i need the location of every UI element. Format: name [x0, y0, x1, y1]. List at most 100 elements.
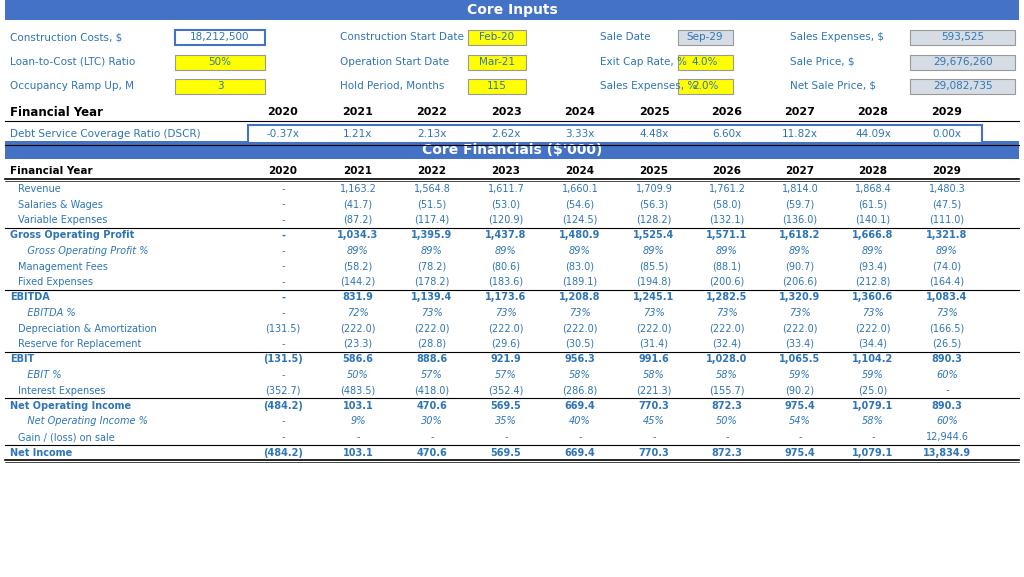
Text: 1,761.2: 1,761.2	[709, 184, 745, 194]
Text: 29,082,735: 29,082,735	[933, 81, 993, 91]
Text: (29.6): (29.6)	[492, 339, 520, 349]
Text: 975.4: 975.4	[784, 448, 815, 458]
Text: -: -	[282, 339, 285, 349]
Bar	[5, 141, 1019, 159]
Text: 470.6: 470.6	[417, 448, 447, 458]
Text: 1.21x: 1.21x	[343, 129, 373, 139]
Text: 35%: 35%	[496, 417, 517, 426]
Text: (56.3): (56.3)	[639, 200, 669, 209]
Text: -: -	[504, 432, 508, 442]
Bar	[678, 54, 733, 69]
Text: 1,320.9: 1,320.9	[779, 293, 820, 302]
Text: Interest Expenses: Interest Expenses	[18, 385, 105, 395]
Text: 2021: 2021	[343, 166, 373, 176]
Text: -: -	[281, 293, 285, 302]
Bar	[910, 29, 1015, 44]
Text: 956.3: 956.3	[564, 354, 595, 365]
Text: (166.5): (166.5)	[930, 324, 965, 334]
Text: 2025: 2025	[640, 166, 669, 176]
Text: 2027: 2027	[784, 107, 815, 117]
Text: -: -	[282, 277, 285, 287]
Text: Fixed Expenses: Fixed Expenses	[18, 277, 93, 287]
Text: (61.5): (61.5)	[858, 200, 888, 209]
Text: (131.5): (131.5)	[263, 354, 303, 365]
Text: (136.0): (136.0)	[782, 215, 817, 225]
Text: 991.6: 991.6	[639, 354, 670, 365]
Text: (164.4): (164.4)	[930, 277, 965, 287]
Text: (418.0): (418.0)	[415, 385, 450, 395]
Text: 1,208.8: 1,208.8	[559, 293, 601, 302]
Text: 1,065.5: 1,065.5	[779, 354, 820, 365]
Text: 89%: 89%	[347, 246, 369, 256]
Text: Occupancy Ramp Up, M: Occupancy Ramp Up, M	[10, 81, 134, 91]
Text: 2029: 2029	[932, 107, 963, 117]
Text: 103.1: 103.1	[343, 448, 374, 458]
Text: 1,571.1: 1,571.1	[707, 230, 748, 241]
Text: 89%: 89%	[569, 246, 591, 256]
Text: Salaries & Wages: Salaries & Wages	[18, 200, 102, 209]
Text: 888.6: 888.6	[417, 354, 447, 365]
Text: 50%: 50%	[347, 370, 369, 380]
Text: 59%: 59%	[862, 370, 884, 380]
Text: (31.4): (31.4)	[640, 339, 669, 349]
Text: EBITDA %: EBITDA %	[18, 308, 76, 318]
Text: (222.0): (222.0)	[562, 324, 598, 334]
Text: 1,480.3: 1,480.3	[929, 184, 966, 194]
Text: Variable Expenses: Variable Expenses	[18, 215, 108, 225]
Text: Reserve for Replacement: Reserve for Replacement	[18, 339, 141, 349]
Text: Net Operating Income %: Net Operating Income %	[18, 417, 147, 426]
Text: 29,676,260: 29,676,260	[933, 57, 993, 67]
Text: -: -	[725, 432, 729, 442]
Text: (221.3): (221.3)	[636, 385, 672, 395]
Text: 1,564.8: 1,564.8	[414, 184, 451, 194]
Text: 50%: 50%	[209, 57, 231, 67]
Text: (33.4): (33.4)	[785, 339, 814, 349]
Text: 1,321.8: 1,321.8	[927, 230, 968, 241]
Text: 669.4: 669.4	[564, 401, 595, 411]
Text: (484.2): (484.2)	[263, 401, 303, 411]
Text: 60%: 60%	[936, 370, 957, 380]
Text: 50%: 50%	[716, 417, 738, 426]
Text: -: -	[282, 261, 285, 272]
Text: 1,163.2: 1,163.2	[340, 184, 377, 194]
Text: 4.48x: 4.48x	[639, 129, 669, 139]
Text: 89%: 89%	[496, 246, 517, 256]
Text: 586.6: 586.6	[343, 354, 374, 365]
Text: 2028: 2028	[858, 166, 888, 176]
Bar	[468, 29, 526, 44]
Text: (128.2): (128.2)	[636, 215, 672, 225]
Text: 1,611.7: 1,611.7	[487, 184, 524, 194]
Text: (178.2): (178.2)	[415, 277, 450, 287]
Text: 2025: 2025	[639, 107, 670, 117]
Text: 890.3: 890.3	[932, 354, 963, 365]
Text: Debt Service Coverage Ratio (DSCR): Debt Service Coverage Ratio (DSCR)	[10, 129, 201, 139]
Bar	[175, 54, 265, 69]
Text: 89%: 89%	[936, 246, 957, 256]
Text: 2028: 2028	[857, 107, 889, 117]
Text: 57%: 57%	[496, 370, 517, 380]
Text: 2026: 2026	[713, 166, 741, 176]
Text: 1,814.0: 1,814.0	[781, 184, 818, 194]
Text: 770.3: 770.3	[639, 448, 670, 458]
Text: 12,944.6: 12,944.6	[926, 432, 969, 442]
Text: (222.0): (222.0)	[855, 324, 891, 334]
Text: 89%: 89%	[716, 246, 738, 256]
Text: (222.0): (222.0)	[782, 324, 818, 334]
Text: 890.3: 890.3	[932, 401, 963, 411]
Text: 1,028.0: 1,028.0	[707, 354, 748, 365]
Text: (352.4): (352.4)	[488, 385, 523, 395]
Text: 1,282.5: 1,282.5	[707, 293, 748, 302]
Text: 569.5: 569.5	[490, 401, 521, 411]
Text: 72%: 72%	[347, 308, 369, 318]
Text: 2.62x: 2.62x	[492, 129, 520, 139]
Text: 40%: 40%	[569, 417, 591, 426]
Text: -: -	[871, 432, 874, 442]
Text: Core Inputs: Core Inputs	[467, 3, 557, 17]
Text: 30%: 30%	[421, 417, 442, 426]
Text: (54.6): (54.6)	[565, 200, 595, 209]
Text: Revenue: Revenue	[18, 184, 60, 194]
Bar	[910, 78, 1015, 93]
Text: Depreciation & Amortization: Depreciation & Amortization	[18, 324, 157, 334]
Text: Gross Operating Profit: Gross Operating Profit	[10, 230, 134, 241]
Text: 1,618.2: 1,618.2	[779, 230, 820, 241]
